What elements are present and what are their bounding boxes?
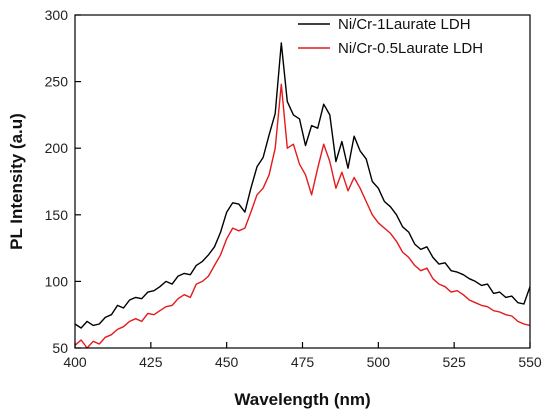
y-tick-label: 100 bbox=[45, 273, 69, 289]
y-tick-label: 200 bbox=[45, 140, 69, 156]
y-tick-label: 50 bbox=[52, 340, 68, 356]
x-tick-label: 550 bbox=[518, 354, 542, 370]
series-line-2 bbox=[74, 83, 531, 349]
legend: Ni/Cr-1Laurate LDH Ni/Cr-0.5Laurate LDH bbox=[298, 16, 483, 57]
x-tick-label: 400 bbox=[63, 354, 87, 370]
series-line-1 bbox=[74, 42, 531, 329]
legend-label-2: Ni/Cr-0.5Laurate LDH bbox=[338, 40, 483, 57]
y-tick-label: 150 bbox=[45, 207, 69, 223]
plot-area bbox=[74, 42, 531, 349]
x-axis-title: Wavelength (nm) bbox=[234, 390, 370, 409]
legend-label-1: Ni/Cr-1Laurate LDH bbox=[338, 16, 471, 33]
y-tick-label: 300 bbox=[45, 7, 69, 23]
x-tick-label: 525 bbox=[442, 354, 466, 370]
x-tick-label: 450 bbox=[215, 354, 239, 370]
x-tick-label: 425 bbox=[139, 354, 163, 370]
axis-ticks: 400 425 450 475 500 525 550 50 100 150 200 250 300 bbox=[45, 7, 542, 370]
y-axis-title: PL Intensity (a.u) bbox=[7, 113, 26, 250]
x-tick-label: 500 bbox=[367, 354, 391, 370]
y-tick-label: 250 bbox=[45, 74, 69, 90]
x-tick-label: 475 bbox=[291, 354, 315, 370]
